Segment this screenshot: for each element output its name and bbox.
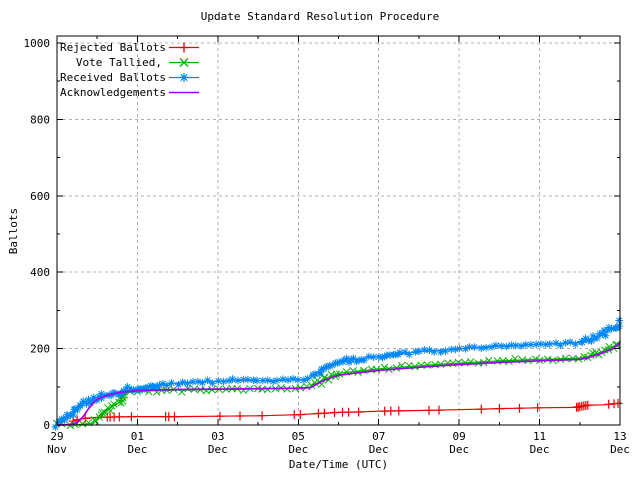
series-markers-tallied bbox=[53, 340, 622, 430]
x-tick-label-month: Dec bbox=[610, 443, 630, 456]
x-tick-label-month: Nov bbox=[47, 443, 67, 456]
legend-label-vote-tallied: Vote Tallied, bbox=[75, 56, 162, 69]
legend-label-acknowledgements: Acknowledgements bbox=[60, 86, 166, 99]
asterisk-marker-icon bbox=[179, 73, 189, 82]
x-tick-label-month: Dec bbox=[288, 443, 308, 456]
x-tick-label-month: Dec bbox=[530, 443, 550, 456]
legend-label-rejected-ballots: Rejected Ballots bbox=[60, 41, 166, 54]
chart-title: Update Standard Resolution Procedure bbox=[200, 10, 440, 23]
y-tick-label: 400 bbox=[30, 266, 50, 279]
legend: Rejected Ballots Vote Tallied, Received … bbox=[60, 40, 201, 100]
legend-label-received-ballots: Received Ballots bbox=[60, 71, 166, 84]
x-tick-label-month: Dec bbox=[449, 443, 469, 456]
x-tick-label-day: 01 bbox=[131, 430, 144, 443]
y-tick-label: 0 bbox=[43, 419, 50, 432]
plus-marker-icon bbox=[179, 42, 189, 53]
series-line-rejected bbox=[57, 402, 621, 426]
y-tick-label: 800 bbox=[30, 113, 50, 126]
cross-marker-icon bbox=[179, 58, 189, 67]
x-tick-label-day: 11 bbox=[533, 430, 546, 443]
x-tick-label-day: 09 bbox=[453, 430, 466, 443]
axis-ticks bbox=[56, 36, 621, 426]
x-tick-label-month: Dec bbox=[369, 443, 389, 456]
legend-row-rejected: Rejected Ballots bbox=[60, 40, 201, 55]
y-tick-label: 1000 bbox=[24, 37, 51, 50]
x-tick-label-day: 05 bbox=[292, 430, 305, 443]
legend-sample-tallied bbox=[169, 58, 199, 67]
x-tick-label-day: 03 bbox=[211, 430, 224, 443]
y-tick-label: 600 bbox=[30, 190, 50, 203]
x-axis-label: Date/Time (UTC) bbox=[288, 458, 389, 471]
x-tick-label-day: 07 bbox=[372, 430, 385, 443]
legend-sample-acknowledgements bbox=[169, 91, 199, 94]
series-line-acknowledgements bbox=[56, 342, 621, 426]
legend-row-acknowledgements: Acknowledgements bbox=[60, 85, 201, 100]
y-axis-label: Ballots bbox=[7, 207, 20, 255]
x-tick-label-month: Dec bbox=[127, 443, 147, 456]
x-tick-label-day: 13 bbox=[613, 430, 626, 443]
legend-row-tallied: Vote Tallied, bbox=[60, 55, 201, 70]
x-tick-label-day: 29 bbox=[50, 430, 63, 443]
y-tick-label: 200 bbox=[30, 343, 50, 356]
x-tick-label-month: Dec bbox=[208, 443, 228, 456]
legend-row-received: Received Ballots bbox=[60, 70, 201, 85]
legend-sample-rejected bbox=[169, 42, 199, 53]
legend-sample-received bbox=[169, 73, 199, 82]
series-markers-rejected bbox=[68, 398, 623, 426]
